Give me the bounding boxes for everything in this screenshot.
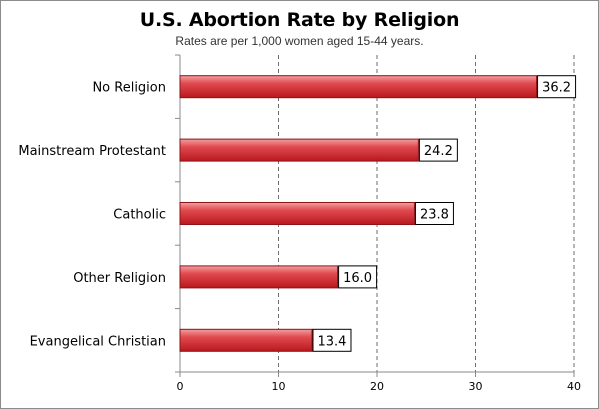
bar [179,75,538,99]
data-label-box [414,202,454,225]
category-label: Evangelical Christian [30,334,166,349]
chart-subtitle: Rates are per 1,000 women aged 15-44 yea… [175,34,424,48]
grid-lines [278,55,575,372]
bar [179,265,339,289]
x-tick-label: 10 [272,380,286,393]
data-label: 24.2 [424,144,453,159]
bars [179,75,538,352]
data-label: 16.0 [343,271,372,286]
category-label: No Religion [92,81,166,96]
bar [179,328,313,352]
data-label: 13.4 [318,334,347,349]
labels: 0 10 20 30 40 No Religion 36.2 Mainstream Prote… [18,75,581,393]
data-label-box [418,138,458,162]
x-tick-label: 40 [567,380,581,393]
x-tick-label: 30 [469,380,483,393]
category-label: Mainstream Protestant [18,144,166,159]
category-label: Other Religion [73,271,166,286]
bar [179,202,415,225]
data-label-box [338,265,378,289]
data-label-box [537,75,577,99]
x-tick-label: 0 [177,380,184,393]
chart-title: U.S. Abortion Rate by Religion [139,9,460,31]
category-label: Catholic [113,208,166,223]
data-label: 23.8 [420,208,449,223]
bar [179,138,419,162]
data-label: 36.2 [542,81,571,96]
x-tick-label: 20 [370,380,384,393]
data-label-box [312,328,352,352]
